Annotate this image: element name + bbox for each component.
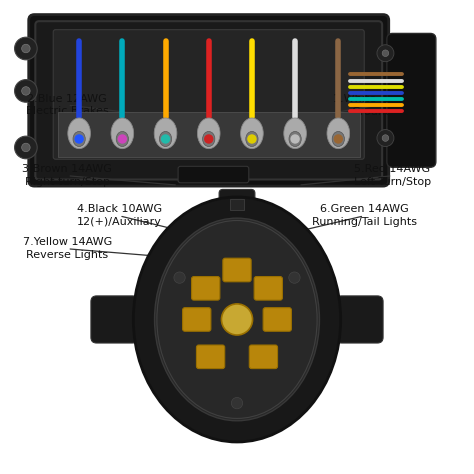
Ellipse shape — [68, 118, 91, 149]
Circle shape — [291, 134, 300, 144]
Circle shape — [161, 134, 170, 144]
Circle shape — [22, 87, 30, 95]
FancyBboxPatch shape — [219, 190, 255, 220]
FancyBboxPatch shape — [387, 34, 436, 167]
Circle shape — [247, 134, 256, 144]
Circle shape — [377, 45, 394, 62]
Ellipse shape — [241, 118, 263, 149]
Circle shape — [231, 398, 243, 409]
FancyBboxPatch shape — [249, 345, 278, 369]
Text: 2.Blue 12AWG
Electric Brakes: 2.Blue 12AWG Electric Brakes — [26, 94, 109, 117]
Circle shape — [74, 134, 84, 144]
Circle shape — [289, 272, 300, 283]
Ellipse shape — [73, 131, 85, 146]
FancyBboxPatch shape — [263, 308, 292, 331]
Circle shape — [22, 143, 30, 152]
Circle shape — [221, 304, 253, 335]
Ellipse shape — [327, 118, 350, 149]
Ellipse shape — [202, 131, 215, 146]
FancyBboxPatch shape — [182, 308, 211, 331]
Circle shape — [377, 129, 394, 146]
Ellipse shape — [197, 118, 220, 149]
Bar — [230, 199, 244, 210]
Ellipse shape — [159, 131, 172, 146]
Ellipse shape — [133, 197, 341, 442]
Circle shape — [382, 50, 389, 56]
Circle shape — [15, 136, 37, 159]
Ellipse shape — [116, 131, 128, 146]
Circle shape — [15, 37, 37, 60]
Circle shape — [15, 80, 37, 102]
Ellipse shape — [154, 118, 177, 149]
FancyBboxPatch shape — [336, 296, 383, 343]
Circle shape — [118, 134, 127, 144]
FancyBboxPatch shape — [91, 296, 138, 343]
Circle shape — [334, 134, 343, 144]
Circle shape — [174, 272, 185, 283]
Text: 3.Brown 14AWG
Right turn/Stop: 3.Brown 14AWG Right turn/Stop — [22, 164, 112, 187]
Ellipse shape — [111, 118, 134, 149]
FancyBboxPatch shape — [178, 166, 249, 183]
FancyBboxPatch shape — [191, 276, 220, 300]
Ellipse shape — [155, 218, 319, 421]
Text: 7.Yellow 14AWG
Reverse Lights: 7.Yellow 14AWG Reverse Lights — [23, 237, 112, 260]
FancyBboxPatch shape — [254, 276, 283, 300]
FancyBboxPatch shape — [223, 258, 251, 282]
FancyBboxPatch shape — [53, 30, 364, 159]
Text: 1.White  10AWG
Ground(-): 1.White 10AWG Ground(-) — [333, 94, 424, 117]
Ellipse shape — [246, 131, 258, 146]
Circle shape — [382, 135, 389, 141]
Ellipse shape — [289, 131, 301, 146]
Ellipse shape — [332, 131, 345, 146]
Bar — [58, 112, 359, 157]
Ellipse shape — [284, 118, 306, 149]
Text: 4.Black 10AWG
12(+)/Auxiliary: 4.Black 10AWG 12(+)/Auxiliary — [77, 204, 162, 227]
Text: 6.Green 14AWG
Running/Tail Lights: 6.Green 14AWG Running/Tail Lights — [312, 204, 417, 227]
FancyBboxPatch shape — [196, 345, 225, 369]
Text: 5.Red 14AWG
Left Turn/Stop: 5.Red 14AWG Left Turn/Stop — [354, 164, 431, 187]
Circle shape — [22, 44, 30, 53]
FancyBboxPatch shape — [29, 15, 389, 186]
Circle shape — [204, 134, 213, 144]
FancyBboxPatch shape — [36, 21, 382, 180]
